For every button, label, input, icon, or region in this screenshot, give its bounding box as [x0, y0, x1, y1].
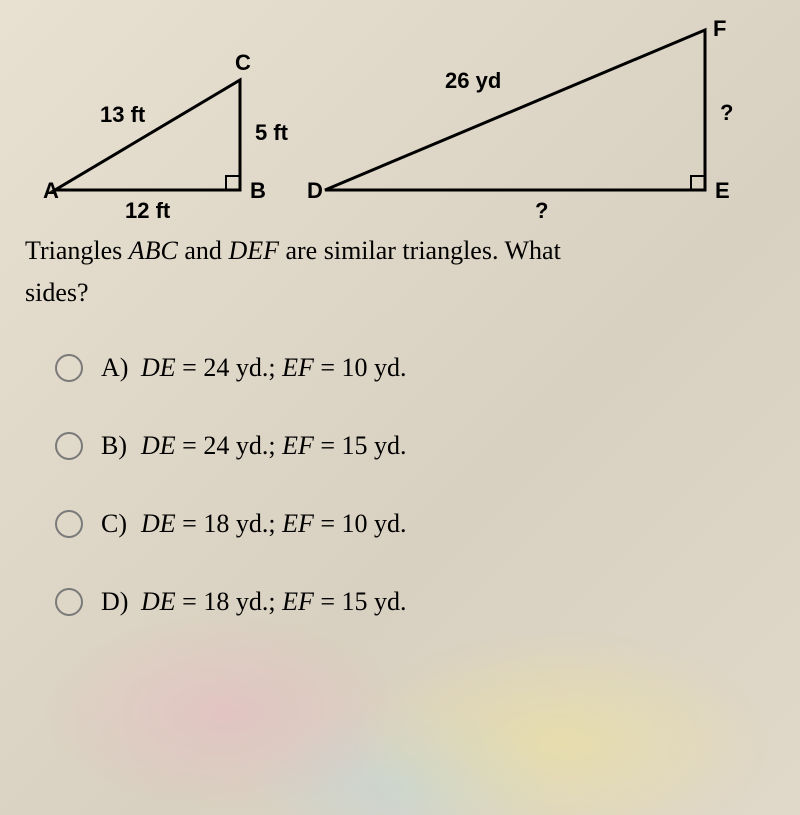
opt-var2: EF [282, 509, 314, 538]
q-line2: sides? [25, 278, 89, 307]
opt-var2: EF [282, 431, 314, 460]
radio-icon[interactable] [55, 432, 83, 460]
radio-icon[interactable] [55, 588, 83, 616]
radio-icon[interactable] [55, 354, 83, 382]
side-de-label: ? [535, 198, 548, 224]
vertex-f-label: F [713, 16, 726, 42]
option-letter: A) [101, 353, 131, 383]
opt-var2: EF [282, 353, 314, 382]
option-letter: B) [101, 431, 131, 461]
opt-eq1: = 18 yd.; [176, 509, 282, 538]
options-list: A) DE = 24 yd.; EF = 10 yd. B) DE = 24 y… [25, 353, 775, 617]
opt-var1: DE [141, 431, 176, 460]
opt-eq2: = 15 yd. [314, 431, 407, 460]
vertex-d-label: D [307, 178, 323, 204]
radio-icon[interactable] [55, 510, 83, 538]
right-angle-e [691, 176, 705, 190]
opt-eq1: = 24 yd.; [176, 431, 282, 460]
option-d[interactable]: D) DE = 18 yd.; EF = 15 yd. [55, 587, 775, 617]
q-var2: DEF [228, 236, 279, 265]
option-c[interactable]: C) DE = 18 yd.; EF = 10 yd. [55, 509, 775, 539]
option-text: DE = 24 yd.; EF = 10 yd. [141, 353, 407, 383]
opt-eq2: = 10 yd. [314, 353, 407, 382]
opt-eq2: = 10 yd. [314, 509, 407, 538]
opt-var1: DE [141, 353, 176, 382]
option-b[interactable]: B) DE = 24 yd.; EF = 15 yd. [55, 431, 775, 461]
q-suffix: are similar triangles. What [279, 236, 561, 265]
q-prefix: Triangles [25, 236, 129, 265]
right-angle-b [226, 176, 240, 190]
triangle-def [325, 30, 705, 190]
opt-var2: EF [282, 587, 314, 616]
side-cb-label: 5 ft [255, 120, 288, 146]
option-text: DE = 18 yd.; EF = 10 yd. [141, 509, 407, 539]
side-ab-label: 12 ft [125, 198, 170, 224]
triangle-abc [55, 80, 240, 190]
option-text: DE = 18 yd.; EF = 15 yd. [141, 587, 407, 617]
side-fe-label: ? [720, 100, 733, 126]
question-text: Triangles ABC and DEF are similar triang… [25, 230, 775, 313]
option-letter: D) [101, 587, 131, 617]
vertex-a-label: A [43, 178, 59, 204]
vertex-e-label: E [715, 178, 730, 204]
vertex-b-label: B [250, 178, 266, 204]
opt-eq1: = 24 yd.; [176, 353, 282, 382]
q-var1: ABC [129, 236, 178, 265]
q-mid1: and [178, 236, 229, 265]
vertex-c-label: C [235, 50, 251, 76]
side-df-label: 26 yd [445, 68, 501, 94]
opt-var1: DE [141, 587, 176, 616]
option-letter: C) [101, 509, 131, 539]
opt-eq2: = 15 yd. [314, 587, 407, 616]
opt-eq1: = 18 yd.; [176, 587, 282, 616]
opt-var1: DE [141, 509, 176, 538]
diagram-area: A B C 13 ft 5 ft 12 ft D E F 26 yd ? ? [25, 20, 785, 220]
option-text: DE = 24 yd.; EF = 15 yd. [141, 431, 407, 461]
side-ac-label: 13 ft [100, 102, 145, 128]
option-a[interactable]: A) DE = 24 yd.; EF = 10 yd. [55, 353, 775, 383]
